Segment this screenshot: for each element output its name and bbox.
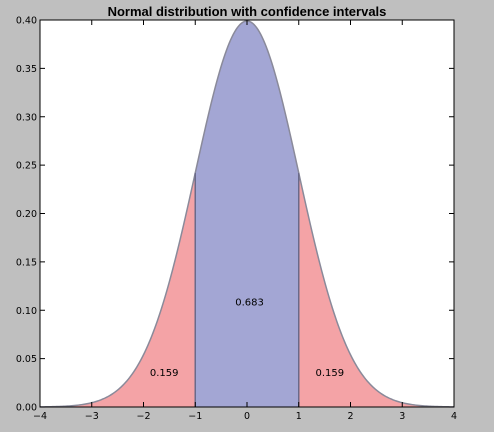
- x-tick-label: 0: [244, 411, 250, 422]
- y-tick-label: 0.25: [16, 161, 37, 172]
- x-tick-label: 1: [296, 411, 302, 422]
- region-label: 0.159: [315, 368, 344, 379]
- region-labels: 0.159 0.683 0.159: [150, 297, 344, 379]
- x-tick-label: −1: [188, 411, 202, 422]
- region-2: [298, 172, 454, 407]
- x-tick-label: −4: [33, 411, 47, 422]
- y-tick-label: 0.00: [16, 403, 37, 414]
- y-tick-label: 0.40: [16, 16, 37, 27]
- regions-layer: [40, 21, 454, 408]
- y-tick-label: 0.05: [16, 354, 37, 365]
- y-tick-label: 0.35: [16, 64, 37, 75]
- y-tick-label: 0.20: [16, 209, 37, 220]
- y-tick-label: 0.10: [16, 306, 37, 317]
- y-axis: 0.00 0.05 0.10 0.15 0.20 0.25 0.30 0.35 0.40: [16, 16, 454, 414]
- x-tick-label: 2: [347, 411, 353, 422]
- region-label: 0.683: [235, 297, 264, 308]
- y-tick-label: 0.30: [16, 112, 37, 123]
- x-axis: −4 −3 −2 −1 0 1 2 3 4: [33, 20, 457, 422]
- region-0: [40, 172, 196, 407]
- x-tick-label: 4: [451, 411, 457, 422]
- y-tick-label: 0.15: [16, 257, 37, 268]
- region-1: [195, 21, 299, 408]
- x-tick-label: 3: [399, 411, 405, 422]
- x-tick-label: −3: [85, 411, 99, 422]
- region-label: 0.159: [150, 368, 179, 379]
- x-tick-label: −2: [136, 411, 150, 422]
- chart-title: Normal distribution with confidence inte…: [108, 4, 387, 19]
